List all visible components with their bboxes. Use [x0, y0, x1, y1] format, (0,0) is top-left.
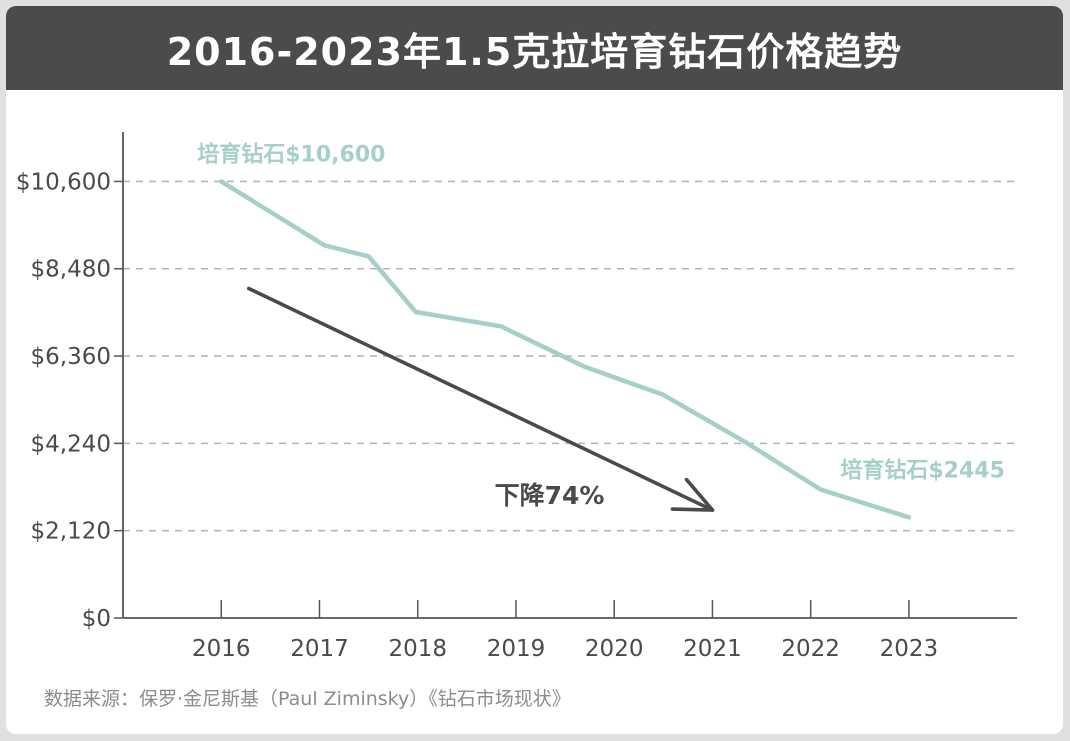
y-tick-label: $4,240 — [31, 431, 111, 457]
axes: $0 $2,120 $4,240 $6,360 $8,480 $10,600 2016 201… — [16, 132, 1017, 662]
x-tick-label: 2016 — [192, 636, 251, 662]
end-value-label: 培育钻石$2445 — [840, 457, 1005, 483]
trend-arrow-shaft — [246, 286, 715, 512]
trend-arrow-head — [670, 477, 715, 512]
x-tick-label: 2017 — [290, 636, 349, 662]
start-value-label: 培育钻石$10,600 — [197, 141, 385, 167]
x-tick-label: 2020 — [585, 636, 644, 662]
y-tick-label: $8,480 — [31, 257, 111, 283]
title-bar: 2016-2023年1.5克拉培育钻石价格趋势 — [6, 6, 1063, 90]
series-layer — [218, 179, 912, 520]
source-note: 数据来源：保罗·金尼斯基（Paul Ziminsky）《钻石市场现状》 — [44, 688, 571, 710]
series-line-0 — [218, 179, 912, 520]
y-tick-label: $6,360 — [31, 344, 111, 370]
x-tick-label: 2023 — [880, 636, 939, 662]
decline-label: 下降74% — [495, 481, 605, 510]
x-tick-label: 2022 — [781, 636, 840, 662]
y-tick-label: $10,600 — [16, 169, 111, 195]
annotations: 培育钻石$10,600 培育钻石$2445 下降74% — [197, 141, 1005, 512]
chart-card: 2016-2023年1.5克拉培育钻石价格趋势 $0 $2,120 $4,240 $6… — [6, 6, 1063, 734]
y-tick-label: $0 — [82, 606, 111, 632]
chart-title: 2016-2023年1.5克拉培育钻石价格趋势 — [166, 29, 903, 74]
y-tick-label: $2,120 — [31, 519, 111, 545]
x-tick-label: 2018 — [388, 636, 447, 662]
x-tick-label: 2021 — [683, 636, 742, 662]
x-tick-label: 2019 — [487, 636, 546, 662]
line-chart: $0 $2,120 $4,240 $6,360 $8,480 $10,600 2016 201… — [16, 132, 1017, 662]
gridlines — [123, 180, 1017, 532]
